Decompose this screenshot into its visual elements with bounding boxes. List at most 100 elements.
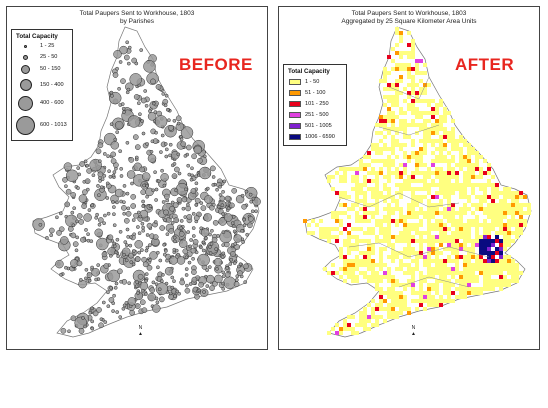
parish-circle	[114, 120, 124, 130]
grid-cell	[391, 159, 395, 163]
parish-circle	[158, 296, 165, 303]
grid-cell	[447, 151, 451, 155]
grid-cell	[339, 211, 343, 215]
grid-cell	[435, 247, 439, 251]
grid-cell	[403, 99, 407, 103]
grid-cell	[523, 203, 527, 207]
grid-cell	[459, 231, 463, 235]
grid-cell	[367, 219, 371, 223]
grid-cell	[467, 239, 471, 243]
parish-circle	[211, 175, 216, 179]
grid-cell	[399, 55, 403, 59]
grid-cell	[411, 175, 415, 179]
parish-circle	[141, 307, 148, 314]
grid-cell	[455, 219, 459, 223]
grid-cell	[359, 199, 363, 203]
grid-cell	[519, 223, 523, 227]
grid-cell	[463, 211, 467, 215]
parish-circle	[94, 277, 98, 282]
north-arrow-icon: ▲	[138, 331, 143, 337]
grid-cell	[427, 259, 431, 263]
grid-cell	[423, 127, 427, 131]
grid-cell	[407, 279, 411, 283]
grid-cell	[471, 247, 475, 251]
grid-cell	[391, 83, 395, 87]
parish-circle	[116, 254, 121, 259]
parish-circle	[190, 166, 194, 171]
grid-cell	[391, 135, 395, 139]
grid-cell	[447, 199, 451, 203]
parish-circle	[76, 213, 83, 219]
grid-cell	[463, 295, 467, 299]
grid-cell	[515, 279, 519, 283]
parish-circle	[247, 216, 254, 222]
parish-circle	[210, 165, 216, 172]
parish-circle	[144, 248, 149, 253]
parish-circle	[136, 101, 141, 106]
grid-cell	[495, 207, 499, 211]
grid-cell	[439, 271, 443, 275]
grid-cell	[371, 179, 375, 183]
parish-circle	[112, 170, 117, 174]
grid-cell	[419, 243, 423, 247]
grid-cell	[519, 191, 523, 195]
grid-cell	[463, 271, 467, 275]
grid-cell	[379, 247, 383, 251]
grid-cell	[523, 219, 527, 223]
grid-cell	[479, 247, 483, 251]
parish-circle	[143, 89, 148, 93]
grid-cell	[439, 263, 443, 267]
grid-cell	[471, 255, 475, 259]
parish-circle	[191, 153, 197, 160]
grid-cell	[371, 195, 375, 199]
grid-cell	[411, 247, 415, 251]
parish-circle	[112, 223, 117, 228]
grid-cell	[351, 279, 355, 283]
grid-cell	[515, 199, 519, 203]
grid-cell	[335, 235, 339, 239]
grid-cell	[435, 239, 439, 243]
grid-cell	[411, 171, 415, 175]
parish-circle	[128, 243, 133, 248]
grid-cell	[391, 59, 395, 63]
parish-circle	[254, 209, 258, 214]
grid-cell	[471, 175, 475, 179]
grid-cell	[395, 239, 399, 243]
grid-cell	[491, 259, 495, 263]
grid-cell	[459, 243, 463, 247]
grid-cell	[367, 163, 371, 167]
grid-cell	[491, 215, 495, 219]
grid-cell	[483, 259, 487, 263]
grid-cell	[411, 223, 415, 227]
parish-circle	[241, 240, 245, 244]
grid-cell	[383, 79, 387, 83]
grid-cell	[355, 263, 359, 267]
grid-cell	[387, 127, 391, 131]
grid-cell	[415, 259, 419, 263]
grid-cell	[491, 219, 495, 223]
grid-cell	[463, 175, 467, 179]
grid-cell	[371, 275, 375, 279]
region-border	[338, 192, 460, 208]
grid-cell	[399, 303, 403, 307]
grid-cell	[379, 167, 383, 171]
grid-cell	[459, 159, 463, 163]
grid-cell	[367, 227, 371, 231]
parish-circle	[147, 112, 157, 121]
parish-circle	[148, 258, 152, 263]
grid-cell	[463, 187, 467, 191]
grid-cell	[423, 279, 427, 283]
parish-circle	[103, 213, 107, 218]
grid-cell	[339, 231, 343, 235]
grid-cell	[499, 231, 503, 235]
grid-cell	[359, 319, 363, 323]
parish-circle	[208, 251, 213, 255]
grid-cell	[443, 155, 447, 159]
parish-circle	[107, 269, 120, 283]
grid-cell	[387, 315, 391, 319]
grid-cell	[427, 287, 431, 291]
grid-cell	[403, 255, 407, 259]
grid-cell	[483, 247, 487, 251]
grid-cell	[347, 251, 351, 255]
grid-cell	[427, 131, 431, 135]
